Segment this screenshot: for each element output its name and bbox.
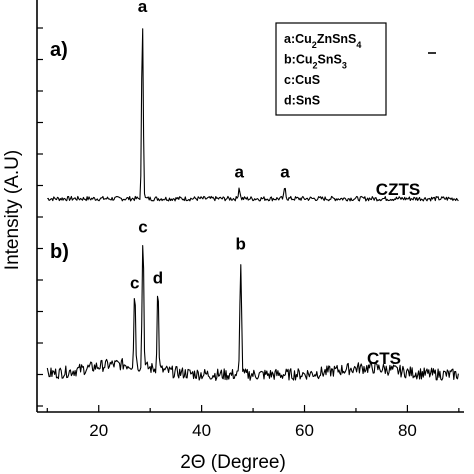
legend-entry: b:Cu2SnS3 <box>284 53 347 71</box>
x-tick-label: 80 <box>398 421 417 440</box>
phase-legend: a:Cu2ZnSnS4 b:Cu2SnS3 c:CuS d:SnS <box>275 22 387 116</box>
peak-label: a <box>138 0 148 16</box>
sample-name: CZTS <box>376 180 420 199</box>
sample-name: CTS <box>367 349 401 368</box>
panel-tag: b) <box>50 241 69 263</box>
x-tick-label: 40 <box>192 421 211 440</box>
peak-label: d <box>153 269 163 288</box>
peak-label: a <box>234 162 244 181</box>
legend-entry: a:Cu2ZnSnS4 <box>284 32 361 50</box>
peak-label: b <box>236 235 246 254</box>
panel-tag: a) <box>50 39 68 61</box>
legend-entry: d:SnS <box>284 94 320 108</box>
peak-label: c <box>138 218 147 237</box>
peak-label: a <box>280 162 290 181</box>
xrd-trace-czts <box>47 28 459 202</box>
y-axis-label: Intensity (A.U) <box>2 150 23 270</box>
x-tick-label: 20 <box>89 421 108 440</box>
legend-frame <box>275 22 387 116</box>
legend-entry: c:CuS <box>284 73 320 87</box>
x-tick-label: 60 <box>295 421 314 440</box>
peak-label: c <box>130 274 139 293</box>
x-axis-label: 2Θ (Degree) <box>180 452 286 473</box>
xrd-trace-cts <box>46 245 459 381</box>
axis-ticks: 20 40 60 80 <box>37 27 460 440</box>
